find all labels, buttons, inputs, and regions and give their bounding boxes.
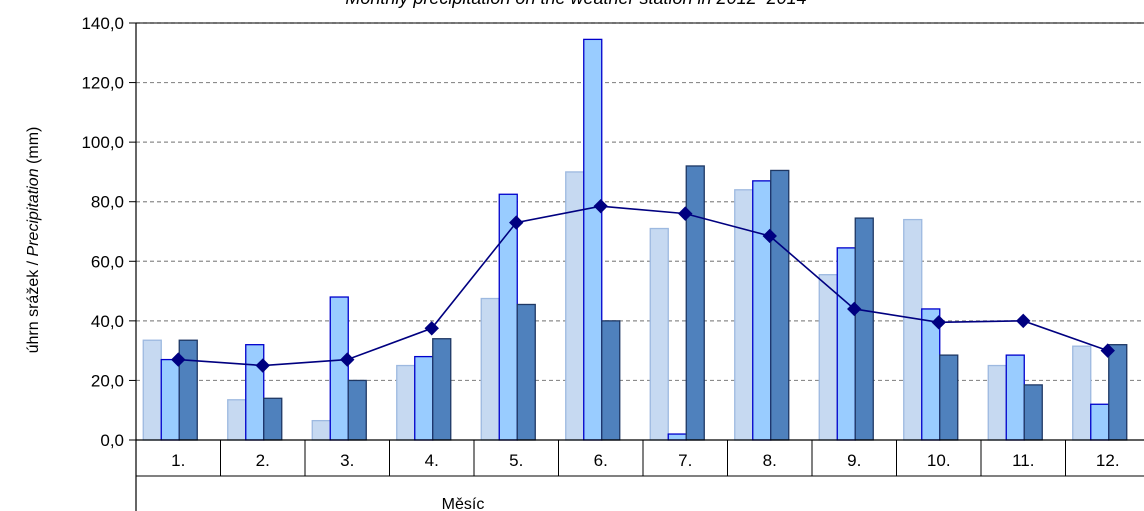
y-axis-title-prefix: úhrn srážek / [25, 256, 42, 353]
line-point [171, 352, 186, 367]
bar-series-3 [263, 397, 283, 441]
bar-series-3 [1023, 384, 1043, 441]
x-tick-label: 10. [927, 451, 951, 470]
bar-series-2 [498, 193, 518, 441]
x-axis-title: Měsíc [442, 496, 485, 511]
x-tick-label: 7. [678, 451, 692, 470]
x-tick-label: 6. [594, 451, 608, 470]
line-point [424, 321, 439, 336]
y-axis-title-suffix: (mm) [25, 127, 42, 169]
y-axis-title: úhrn srážek / Precipitation (mm) [25, 127, 42, 354]
series-line [178, 205, 1109, 367]
bar-series-1 [396, 364, 416, 441]
bar-series-1 [903, 218, 923, 441]
bar-series-1 [818, 274, 838, 441]
line-point [255, 358, 270, 373]
line-point [1100, 343, 1115, 358]
x-tick-label: 5. [509, 451, 523, 470]
bar-series-2 [160, 358, 180, 441]
line-point [762, 228, 777, 244]
bar-series-3 [1108, 344, 1128, 441]
bar-series-1 [311, 419, 331, 441]
bar-series-3 [601, 320, 621, 441]
bar-series-2 [1005, 354, 1025, 441]
x-tick-label: 1. [171, 451, 185, 470]
bar-series-1 [649, 227, 669, 441]
bar-series-3 [347, 379, 367, 441]
x-tick-label: 4. [425, 451, 439, 470]
bar-series-1 [227, 399, 247, 441]
bar-series-3 [432, 338, 452, 441]
line-point [340, 352, 355, 367]
bar-series-2 [921, 308, 941, 441]
average-line [171, 198, 1115, 373]
bar-series-1 [480, 297, 500, 441]
x-tick-label: 3. [340, 451, 354, 470]
bars [142, 38, 1128, 441]
bar-series-3 [854, 217, 874, 441]
bar-series-2 [583, 38, 603, 441]
bar-series-2 [667, 433, 687, 441]
line-point [678, 206, 693, 221]
bar-series-3 [939, 354, 959, 441]
bar-series-2 [414, 355, 434, 441]
x-tick-label: 12. [1096, 451, 1120, 470]
y-tick-label: 0,0 [100, 431, 124, 450]
line-point [1016, 313, 1031, 329]
gridlines [136, 22, 1144, 382]
bar-series-2 [836, 247, 856, 441]
bar-series-3 [178, 339, 198, 441]
y-tick-label: 140,0 [81, 14, 124, 33]
bar-series-2 [329, 296, 349, 441]
y-tick-label: 60,0 [91, 252, 124, 271]
line-point [847, 301, 862, 317]
chart-title: Monthly precipitation on the weather sta… [345, 0, 806, 8]
y-tick-label: 100,0 [81, 133, 124, 152]
x-tick-label: 8. [763, 451, 777, 470]
bar-series-2 [1090, 403, 1110, 441]
y-tick-label: 120,0 [81, 74, 124, 93]
x-tick-label: 2. [256, 451, 270, 470]
y-tick-label: 40,0 [91, 312, 124, 331]
bar-series-3 [770, 169, 790, 441]
x-tick-label: 9. [847, 451, 861, 470]
line-point [593, 198, 608, 214]
x-tick-label: 11. [1012, 451, 1034, 470]
bar-series-1 [142, 339, 162, 441]
y-tick-label: 20,0 [91, 371, 124, 390]
bar-series-2 [245, 344, 265, 441]
line-point [931, 315, 946, 330]
bar-series-3 [516, 303, 536, 441]
bar-series-1 [987, 364, 1007, 441]
axes: 0,0 20,0 40,0 60,0 80,0 100,0 120,0 140,0 1. 2. 3.… [81, 14, 1144, 511]
bar-series-2 [752, 180, 772, 441]
y-axis-title-italic: Precipitation [25, 168, 42, 256]
bar-series-3 [685, 165, 705, 441]
y-tick-label: 80,0 [91, 193, 124, 212]
line-point [509, 215, 524, 230]
bar-series-1 [1072, 345, 1092, 441]
